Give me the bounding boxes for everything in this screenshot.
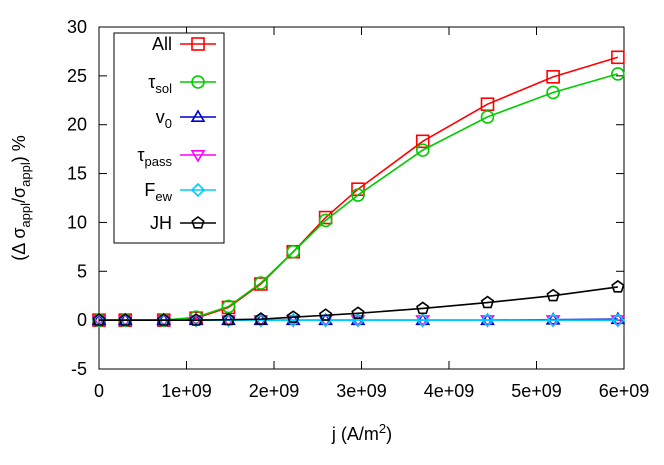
legend-label: Few xyxy=(144,180,172,204)
legend-marker xyxy=(191,216,205,229)
data-point xyxy=(285,315,301,328)
data-point xyxy=(91,315,107,328)
data-point xyxy=(188,315,204,328)
data-point xyxy=(611,50,625,65)
data-point xyxy=(118,313,133,328)
data-point xyxy=(117,315,133,328)
axis-ticks: 0 1e+09 2e+09 3e+09 4e+09 5e+09 6e+09 -5 0 5 10 15 2… xyxy=(67,17,649,401)
data-point xyxy=(350,312,366,326)
y-tick-label: 25 xyxy=(67,66,87,86)
data-point xyxy=(188,313,204,328)
x-tick-label: 4e+09 xyxy=(424,381,475,401)
legend-label: All xyxy=(152,34,172,54)
legend-marker xyxy=(190,109,206,122)
y-axis-label: (Δ σappl/σappl) % xyxy=(9,135,33,260)
data-point xyxy=(118,313,132,326)
x-tick-label: 5e+09 xyxy=(511,381,562,401)
data-point xyxy=(545,312,561,325)
data-point xyxy=(318,213,333,228)
data-point xyxy=(253,315,269,328)
data-point xyxy=(611,67,625,81)
data-point xyxy=(254,276,268,290)
data-point xyxy=(286,310,300,323)
data-point xyxy=(415,312,431,326)
data-point xyxy=(415,134,430,149)
data-point xyxy=(92,313,106,326)
data-point xyxy=(610,313,626,328)
legend-label: JH xyxy=(150,213,172,233)
y-tick-label: 20 xyxy=(67,115,87,135)
y-tick-label: 5 xyxy=(77,261,87,281)
data-point xyxy=(480,312,495,326)
data-point xyxy=(286,244,301,259)
legend-marker xyxy=(190,150,206,163)
data-point xyxy=(546,70,560,84)
data-point xyxy=(254,312,268,325)
data-point xyxy=(156,315,172,328)
y-tick-label: 0 xyxy=(77,310,87,330)
x-axis-label: j (A/m2) xyxy=(331,421,392,444)
data-point xyxy=(545,313,561,328)
series-line xyxy=(99,286,618,321)
y-tick-label: 10 xyxy=(67,212,87,232)
data-point xyxy=(221,315,236,328)
data-point xyxy=(221,313,236,328)
data-point xyxy=(610,315,626,328)
data-point xyxy=(415,313,430,328)
legend-marker xyxy=(191,75,205,89)
data-point xyxy=(350,315,366,328)
data-point xyxy=(480,313,495,328)
data-point xyxy=(545,315,561,328)
x-tick-label: 2e+09 xyxy=(249,381,300,401)
legend-marker xyxy=(191,37,205,51)
data-point xyxy=(546,85,560,100)
x-tick-label: 1e+09 xyxy=(161,381,212,401)
data-point xyxy=(91,313,107,328)
data-point xyxy=(546,288,560,302)
y-tick-label: 30 xyxy=(67,17,87,37)
legend: All τsol v0 τpass Few JH xyxy=(113,32,225,244)
x-tick-label: 6e+09 xyxy=(599,381,650,401)
data-point xyxy=(480,110,495,124)
data-point xyxy=(285,312,301,326)
legend-label: τsol xyxy=(148,72,172,96)
series-layer xyxy=(91,50,626,328)
data-point xyxy=(318,308,333,321)
data-point xyxy=(415,143,430,157)
data-point xyxy=(351,306,365,319)
x-tick-label: 3e+09 xyxy=(336,381,387,401)
data-point xyxy=(157,313,171,326)
data-point xyxy=(221,312,236,326)
y-tick-label: -5 xyxy=(71,359,87,379)
legend-label: τpass xyxy=(137,145,172,169)
data-point xyxy=(351,188,365,202)
legend-marker xyxy=(190,182,206,198)
data-point xyxy=(480,315,495,328)
data-point xyxy=(189,313,203,326)
data-point xyxy=(416,301,430,315)
x-tick-label: 0 xyxy=(94,381,104,401)
data-point xyxy=(415,315,431,328)
series-pentagon xyxy=(92,279,625,326)
data-point xyxy=(611,279,625,293)
data-point xyxy=(480,295,495,309)
data-point xyxy=(156,313,171,328)
y-tick-label: 15 xyxy=(67,164,87,184)
legend-label: v0 xyxy=(156,107,172,131)
data-point xyxy=(221,299,236,314)
legend-box xyxy=(113,32,225,244)
